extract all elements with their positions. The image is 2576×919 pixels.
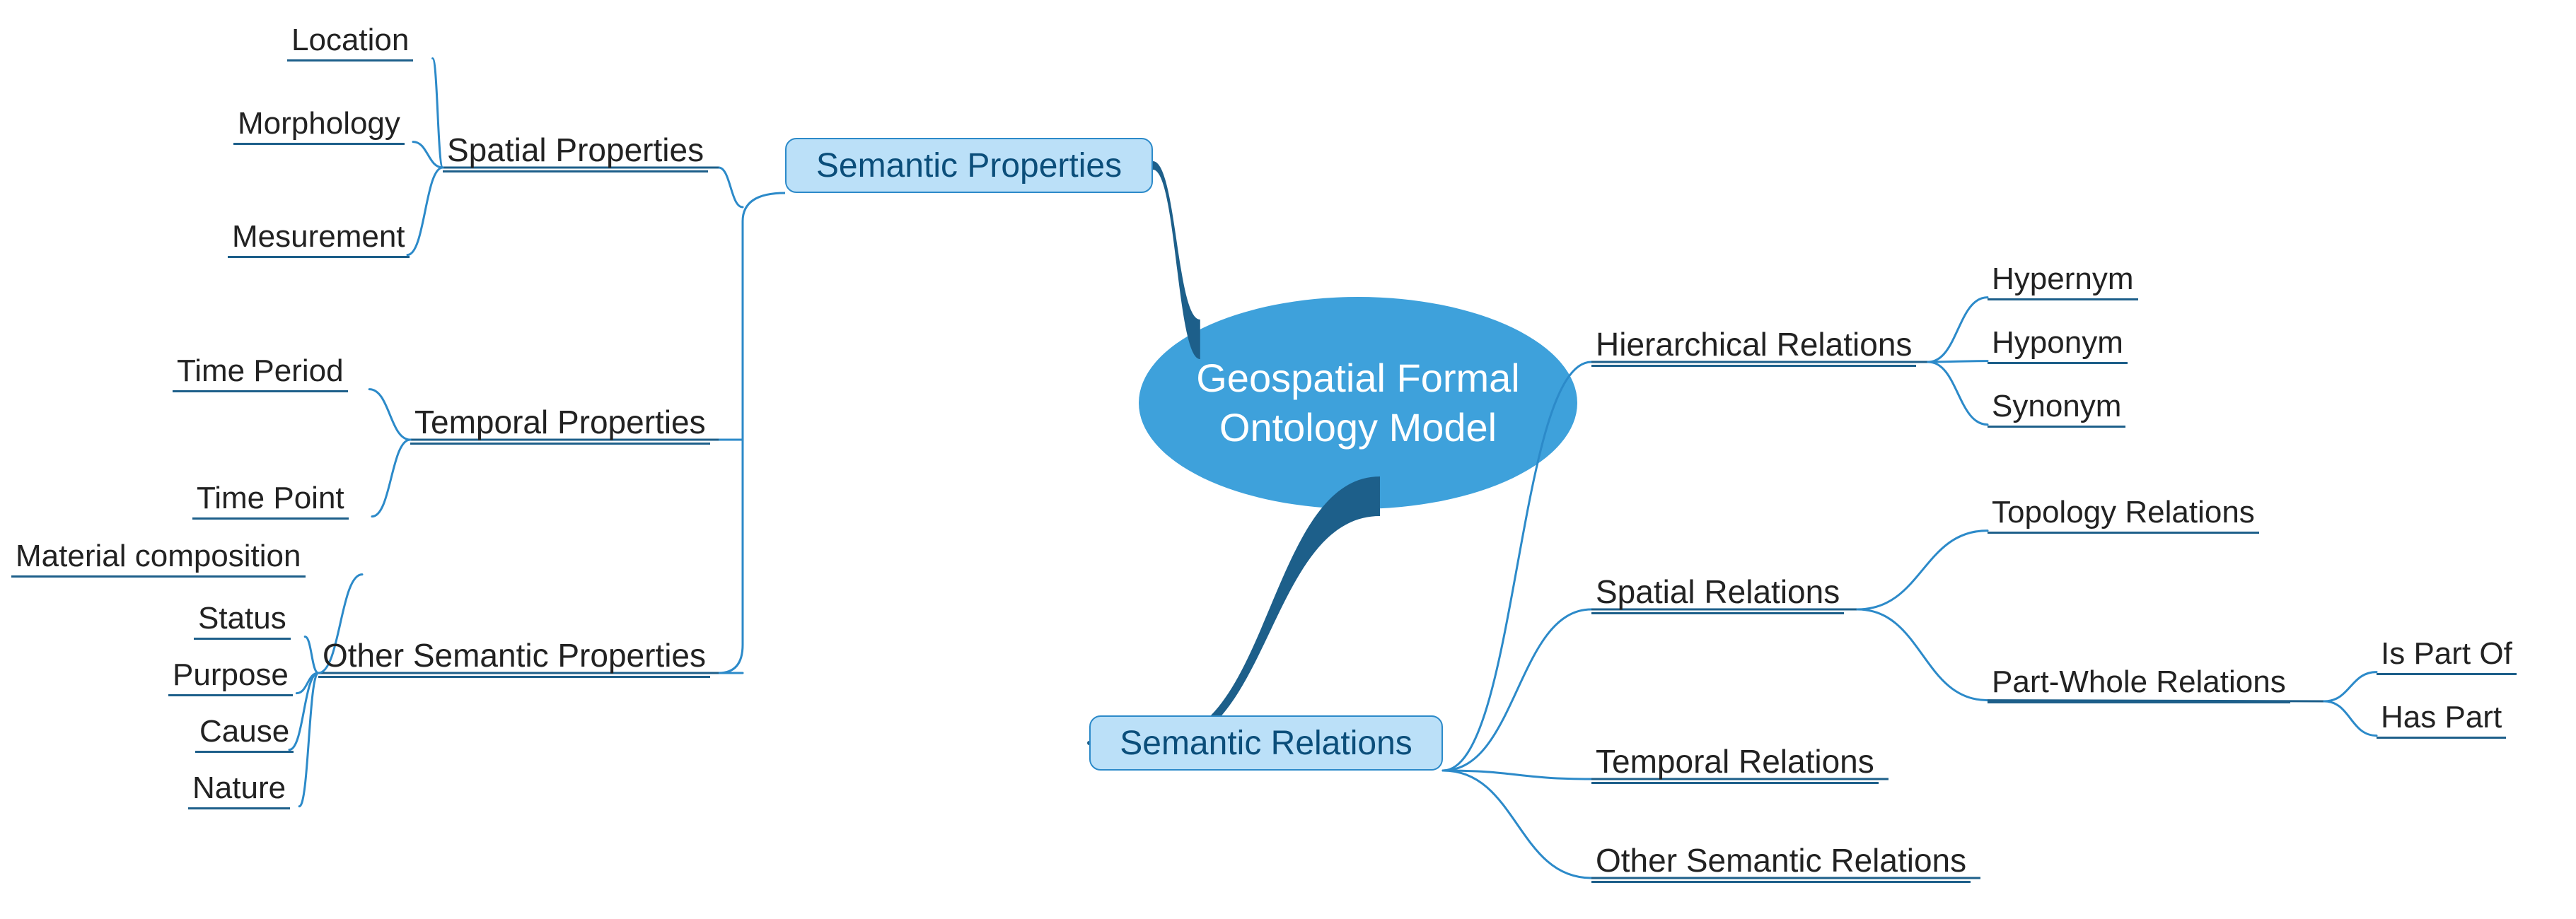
branch-text: Temporal Relations [1596, 743, 1874, 780]
subleaf-text: Has Part [2381, 700, 2502, 734]
semantic-relations-box: Semantic Relations [1089, 715, 1443, 771]
leaf-text: Mesurement [232, 219, 405, 254]
branch-text: Spatial Properties [447, 131, 704, 168]
leaf-label: Cause [195, 714, 294, 753]
leaf-text: Hyponym [1992, 325, 2123, 360]
branch-label: Spatial Relations [1591, 573, 1844, 614]
root-line1: Geospatial Formal [1196, 353, 1520, 403]
leaf-text: Material composition [16, 539, 301, 573]
branch-label: Other Semantic Relations [1591, 841, 1971, 883]
branch-label: Temporal Relations [1591, 742, 1879, 784]
leaf-text: Hypernym [1992, 262, 2134, 296]
leaf-text: Synonym [1992, 389, 2121, 423]
root-line2: Ontology Model [1219, 403, 1497, 452]
leaf-text: Cause [199, 714, 289, 749]
leaf-label: Material composition [11, 539, 306, 578]
leaf-text: Morphology [238, 106, 400, 141]
subleaf-label: Is Part Of [2377, 636, 2517, 675]
leaf-label: Purpose [168, 657, 293, 696]
leaf-text: Location [291, 23, 409, 57]
root-node: Geospatial FormalOntology Model [1139, 297, 1577, 509]
subleaf-text: Is Part Of [2381, 636, 2512, 671]
branch-label: Other Semantic Properties [318, 636, 710, 678]
leaf-label: Morphology [233, 106, 405, 145]
leaf-text: Topology Relations [1992, 495, 2255, 529]
leaf-label: Status [194, 601, 291, 640]
leaf-text: Time Period [177, 353, 344, 388]
branch-text: Temporal Properties [414, 404, 706, 440]
leaf-text: Purpose [173, 657, 289, 692]
leaf-label: Nature [188, 771, 290, 809]
branch-label: Hierarchical Relations [1591, 325, 1916, 367]
leaf-label: Time Period [173, 353, 348, 392]
leaf-label: Hyponym [1988, 325, 2128, 364]
leaf-label: Synonym [1988, 389, 2125, 428]
semantic-relations-label: Semantic Relations [1120, 724, 1412, 763]
leaf-text: Part-Whole Relations [1992, 665, 2286, 699]
subleaf-label: Has Part [2377, 700, 2506, 739]
branch-text: Other Semantic Relations [1596, 842, 1966, 879]
leaf-label: Mesurement [228, 219, 410, 258]
branch-text: Hierarchical Relations [1596, 326, 1912, 363]
branch-text: Other Semantic Properties [323, 637, 706, 674]
branch-label: Temporal Properties [410, 403, 710, 445]
leaf-label: Location [287, 23, 413, 62]
semantic-properties-box: Semantic Properties [785, 138, 1153, 193]
branch-label: Spatial Properties [443, 131, 708, 172]
leaf-text: Status [198, 601, 286, 636]
leaf-label: Topology Relations [1988, 495, 2259, 534]
leaf-label: Part-Whole Relations [1988, 665, 2290, 703]
leaf-label: Time Point [192, 481, 349, 520]
branch-text: Spatial Relations [1596, 573, 1840, 610]
leaf-label: Hypernym [1988, 262, 2138, 300]
leaf-text: Time Point [197, 481, 344, 515]
leaf-text: Nature [192, 771, 286, 805]
semantic-properties-label: Semantic Properties [816, 146, 1122, 185]
